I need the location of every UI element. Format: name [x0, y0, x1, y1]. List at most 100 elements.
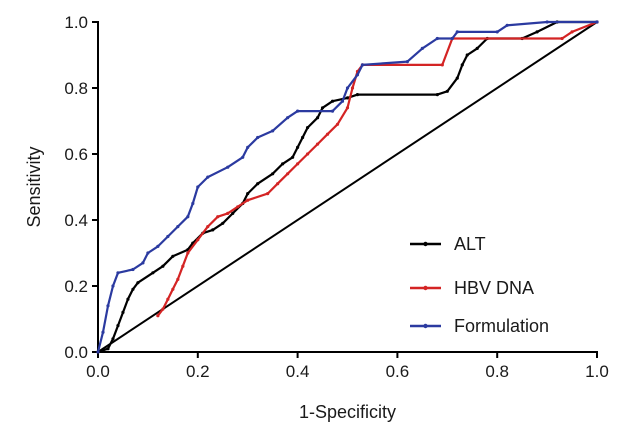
data-point-formulation	[186, 215, 190, 219]
data-point-alt	[345, 96, 350, 100]
data-point-hbv-dna	[171, 287, 175, 291]
data-point-hbv-dna	[335, 122, 340, 126]
data-point-alt	[106, 347, 110, 351]
data-point-formulation	[296, 109, 300, 113]
data-point-hbv-dna	[325, 132, 330, 136]
data-point-hbv-dna	[216, 215, 220, 219]
data-point-formulation	[450, 36, 454, 41]
x-tick-label: 0.0	[86, 362, 110, 381]
y-tick-label: 1.0	[64, 13, 88, 32]
data-point-formulation	[455, 30, 459, 34]
data-point-hbv-dna	[181, 264, 185, 268]
series-layer	[96, 20, 599, 354]
legend-label-formulation: Formulation	[454, 316, 549, 336]
data-point-formulation	[131, 267, 135, 272]
data-point-formulation	[141, 261, 145, 265]
data-point-alt	[121, 310, 125, 314]
x-tick-label: 0.6	[386, 362, 410, 381]
data-point-formulation	[545, 20, 549, 24]
data-point-alt	[330, 99, 335, 103]
data-point-alt	[355, 93, 360, 97]
data-point-formulation	[435, 36, 439, 41]
data-point-formulation	[355, 73, 360, 77]
data-point-alt	[300, 135, 305, 140]
data-point-hbv-dna	[236, 205, 240, 209]
data-point-formulation	[495, 30, 499, 34]
data-point-formulation	[166, 234, 170, 239]
data-point-alt	[535, 30, 539, 34]
x-tick-label: 1.0	[585, 362, 609, 381]
data-point-hbv-dna	[266, 192, 270, 196]
data-point-formulation	[116, 271, 120, 275]
data-point-formulation	[505, 23, 509, 27]
data-point-alt	[465, 53, 469, 57]
data-point-hbv-dna	[305, 152, 310, 156]
series-formulation	[96, 20, 599, 354]
data-point-hbv-dna	[350, 86, 355, 90]
data-point-formulation	[101, 330, 105, 334]
legend-item-formulation: Formulation	[410, 316, 549, 336]
legend-label-alt: ALT	[454, 234, 486, 254]
data-point-alt	[131, 287, 135, 291]
data-point-hbv-dna	[166, 297, 170, 301]
data-point-formulation	[286, 116, 290, 120]
data-point-alt	[256, 182, 260, 186]
reference-diagonal-line	[97, 21, 598, 353]
data-point-alt	[151, 271, 155, 275]
data-point-formulation	[595, 20, 599, 24]
data-point-formulation	[226, 165, 230, 169]
legend-marker-alt	[423, 241, 428, 247]
data-point-alt	[445, 89, 449, 93]
data-point-formulation	[106, 304, 110, 308]
data-point-hbv-dna	[560, 36, 564, 41]
data-point-alt	[126, 297, 130, 301]
data-point-alt	[296, 145, 300, 149]
data-point-formulation	[111, 284, 115, 288]
data-point-alt	[246, 192, 250, 196]
data-point-formulation	[206, 175, 210, 179]
y-tick-label: 0.4	[64, 211, 88, 230]
x-tick-label: 0.2	[186, 362, 210, 381]
data-point-hbv-dna	[226, 211, 230, 215]
data-point-hbv-dna	[440, 63, 444, 67]
data-point-alt	[221, 221, 225, 225]
x-tick-label: 0.4	[286, 362, 310, 381]
legend-marker-hbv-dna	[423, 285, 428, 291]
reference-line-layer	[97, 21, 598, 353]
data-point-formulation	[176, 225, 180, 229]
data-point-alt	[161, 264, 165, 268]
data-point-formulation	[340, 99, 345, 103]
legend-marker-formulation	[423, 323, 428, 329]
data-point-hbv-dna	[345, 106, 350, 110]
data-point-formulation	[96, 350, 100, 354]
y-axis-label: Sensitivity	[24, 146, 44, 227]
legend-label-hbv-dna: HBV DNA	[454, 278, 534, 298]
y-tick-label: 0.2	[64, 277, 88, 296]
data-point-hbv-dna	[196, 238, 200, 242]
y-tick-label: 0.8	[64, 79, 88, 98]
data-point-hbv-dna	[296, 162, 300, 166]
data-point-hbv-dna	[176, 277, 180, 281]
data-point-formulation	[256, 135, 260, 140]
data-point-alt	[455, 76, 459, 80]
data-point-hbv-dna	[286, 172, 290, 176]
data-point-alt	[291, 155, 295, 159]
data-point-hbv-dna	[186, 251, 190, 255]
data-point-alt	[271, 172, 275, 176]
x-axis-label: 1-Specificity	[299, 402, 396, 422]
data-point-formulation	[241, 155, 245, 159]
data-point-alt	[136, 281, 140, 285]
y-tick-label: 0.0	[64, 343, 88, 362]
y-tick-label: 0.6	[64, 145, 88, 164]
axes-layer: 0.0 0.2 0.4 0.6 0.8 1.0 0.0 0.2 0.4 0.6 0.8 1.0	[64, 13, 608, 381]
data-point-alt	[320, 106, 325, 110]
data-point-formulation	[271, 129, 275, 133]
data-point-alt	[116, 324, 120, 328]
data-point-alt	[281, 162, 285, 166]
legend-item-alt: ALT	[410, 234, 486, 254]
data-point-alt	[460, 63, 464, 67]
data-point-hbv-dna	[276, 182, 280, 186]
data-point-hbv-dna	[246, 198, 250, 202]
